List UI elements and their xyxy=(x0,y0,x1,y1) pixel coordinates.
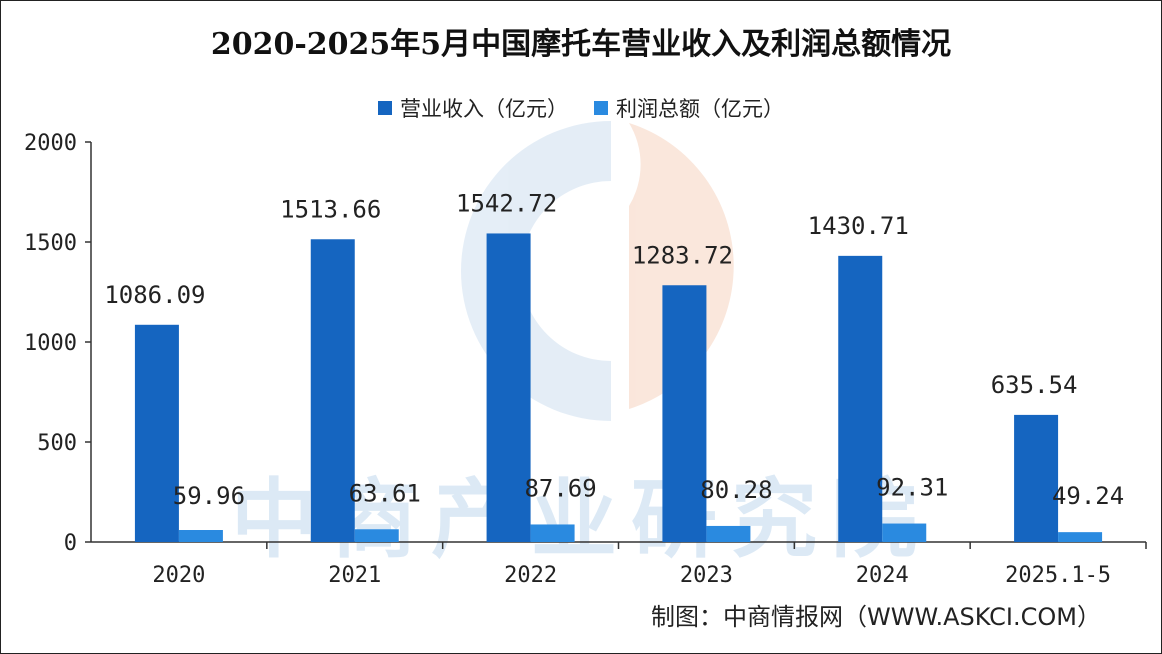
data-label-revenue: 1086.09 xyxy=(104,281,205,309)
bar-profit xyxy=(354,529,399,542)
watermark-logo-arc-left xyxy=(461,121,611,421)
data-label-revenue: 1430.71 xyxy=(808,212,909,240)
legend-item-profit: 利润总额（亿元） xyxy=(594,93,784,123)
data-label-revenue: 1283.72 xyxy=(632,241,733,269)
data-label-profit: 49.24 xyxy=(1052,482,1124,510)
bar-profit xyxy=(178,530,223,542)
data-label-profit: 92.31 xyxy=(876,474,948,502)
bar-revenue xyxy=(486,233,531,542)
legend-item-revenue: 营业收入（亿元） xyxy=(378,93,568,123)
data-label-profit: 59.96 xyxy=(173,482,245,510)
data-label-revenue: 1513.66 xyxy=(280,195,381,223)
bar-profit xyxy=(530,524,575,542)
data-label-revenue: 1542.72 xyxy=(456,189,557,217)
bar-revenue xyxy=(662,285,707,542)
x-tick-label: 2020 xyxy=(152,563,205,588)
x-tick-label: 2024 xyxy=(856,563,909,588)
legend-swatch-profit xyxy=(594,101,608,115)
legend-label-profit: 利润总额（亿元） xyxy=(616,98,784,121)
bar-revenue xyxy=(134,324,179,542)
bar-revenue xyxy=(310,239,355,542)
x-tick-label: 2023 xyxy=(680,563,733,588)
data-label-profit: 87.69 xyxy=(524,474,596,502)
y-tick-label: 1000 xyxy=(24,331,77,356)
x-tick-label: 2022 xyxy=(504,563,557,588)
bar-revenue xyxy=(1014,414,1059,542)
bar-profit xyxy=(882,523,927,542)
data-label-revenue: 635.54 xyxy=(991,371,1078,399)
x-tick-label: 2025.1-5 xyxy=(1005,563,1111,588)
chart-title: 2020-2025年5月中国摩托车营业收入及利润总额情况 xyxy=(210,27,952,62)
bar-profit xyxy=(1058,532,1103,542)
bar-revenue xyxy=(838,255,883,542)
y-tick-label: 2000 xyxy=(24,131,77,156)
data-label-profit: 80.28 xyxy=(700,476,772,504)
data-labels: 1086.09 59.96 1513.66 63.61 1542.72 87.69 1283… xyxy=(104,189,1124,510)
legend: 营业收入（亿元） 利润总额（亿元） xyxy=(1,93,1161,123)
y-tick-label: 500 xyxy=(37,431,77,456)
y-tick-label: 0 xyxy=(64,531,77,556)
axes: 0 500 1000 1500 2000 2020 2021 2022 2023 2024 2025… xyxy=(24,131,1147,588)
legend-swatch-revenue xyxy=(378,101,392,115)
bars xyxy=(134,233,1103,542)
y-tick-label: 1500 xyxy=(24,231,77,256)
legend-label-revenue: 营业收入（亿元） xyxy=(400,98,568,121)
data-label-profit: 63.61 xyxy=(349,479,421,507)
bar-profit xyxy=(706,525,751,542)
source-note: 制图：中商情报网（WWW.ASKCI.COM） xyxy=(651,603,1101,631)
x-tick-label: 2021 xyxy=(328,563,381,588)
